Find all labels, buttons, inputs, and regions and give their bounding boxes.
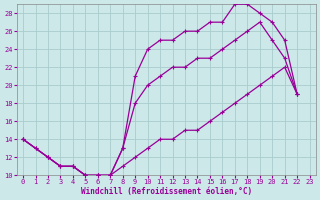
X-axis label: Windchill (Refroidissement éolien,°C): Windchill (Refroidissement éolien,°C) [81,187,252,196]
